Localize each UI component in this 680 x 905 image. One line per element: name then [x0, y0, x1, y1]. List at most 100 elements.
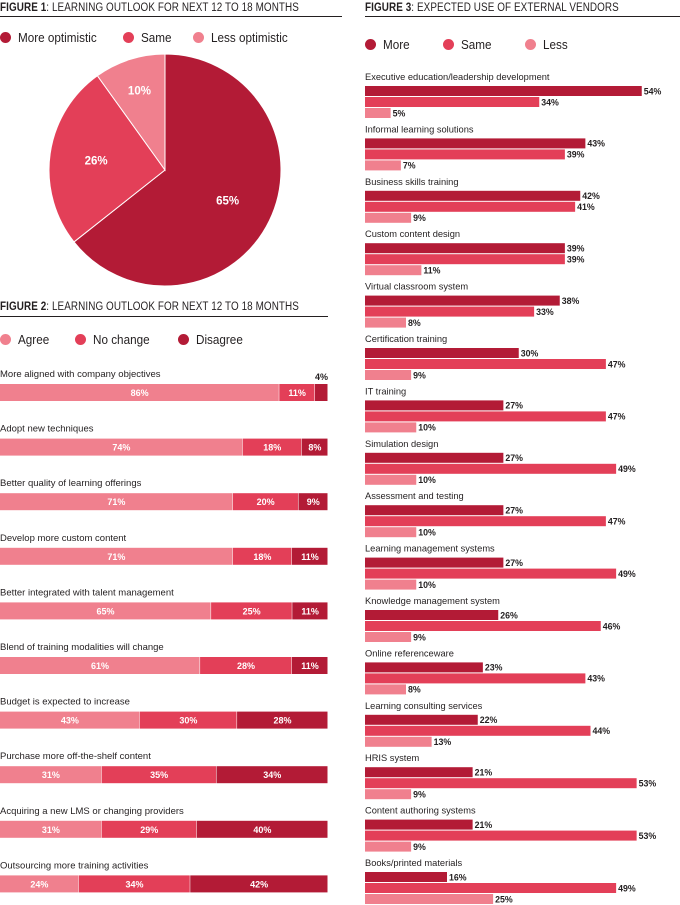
- legend-label: No change: [92, 332, 150, 347]
- grouped-bar-value-label: 21%: [475, 768, 493, 778]
- legend-swatch-mid: [123, 32, 135, 43]
- grouped-bar-chart: Executive education/leadership developme…: [365, 72, 662, 904]
- stacked-bar-segment-disagree: [216, 766, 328, 784]
- legend-swatch-dark: [365, 39, 376, 50]
- stacked-bar-segment-disagree: [301, 438, 328, 456]
- grouped-bar-same: [365, 883, 617, 893]
- grouped-bar-value-label: 9%: [413, 632, 426, 642]
- category-label: Knowledge management system: [365, 596, 500, 606]
- stacked-bar-segment-no-change: [101, 820, 197, 838]
- stacked-bar-segment-agree: [0, 820, 102, 838]
- grouped-bar-same: [365, 516, 606, 527]
- grouped-bar-value-label: 25%: [495, 894, 513, 904]
- grouped-bar-less: [365, 841, 412, 852]
- grouped-bar-value-label: 34%: [541, 97, 559, 107]
- legend-label: Less optimistic: [211, 30, 289, 45]
- grouped-bar-less: [365, 736, 432, 747]
- grouped-bar-value-label: 27%: [505, 558, 523, 568]
- grouped-bar-value-label: 38%: [562, 296, 580, 306]
- category-label: Books/printed materials: [365, 858, 462, 868]
- grouped-bar-value-label: 8%: [408, 685, 421, 695]
- stacked-bar-value-label: 65%: [97, 606, 115, 616]
- grouped-bar-value-label: 27%: [505, 506, 523, 516]
- grouped-bar-value-label: 43%: [587, 139, 605, 149]
- grouped-bar-less: [365, 789, 412, 800]
- grouped-bar-more: [365, 714, 478, 725]
- stacked-bar-value-label: 18%: [253, 552, 271, 562]
- stacked-bar-value-label: 74%: [112, 443, 130, 453]
- stacked-bar-segment-agree: [0, 384, 279, 401]
- stacked-bar-segment-agree: [0, 602, 211, 620]
- stacked-bar-segment-disagree: [291, 657, 328, 674]
- grouped-bar-value-label: 44%: [593, 726, 611, 736]
- grouped-bar-value-label: 22%: [480, 715, 498, 725]
- stacked-bar-value-label: 35%: [150, 770, 168, 780]
- grouped-bar-less: [365, 894, 494, 904]
- grouped-bar-more: [365, 872, 447, 882]
- grouped-bar-value-label: 10%: [418, 475, 436, 485]
- legend-swatch-light: [0, 334, 11, 345]
- stacked-bar-value-label: 11%: [301, 552, 319, 562]
- grouped-bar-less: [365, 422, 417, 433]
- stacked-bar-value-label: 8%: [308, 443, 321, 453]
- stacked-bar-value-label: 43%: [61, 716, 79, 726]
- grouped-bar-value-label: 5%: [393, 108, 406, 118]
- stacked-bar-segment-no-change: [242, 438, 302, 456]
- figure-3-title: FIGURE 3: EXPECTED USE OF EXTERNAL VENDO…: [365, 2, 619, 14]
- pie-slice-less-optimistic: [96, 53, 166, 172]
- grouped-bar-value-label: 53%: [639, 831, 657, 841]
- stacked-bar-value-label: 42%: [250, 879, 268, 889]
- category-label: Executive education/leadership developme…: [365, 72, 550, 82]
- figure-1-legend: More optimistic Same Less optimistic: [0, 30, 315, 45]
- grouped-bar-less: [365, 632, 412, 642]
- category-label: Business skills training: [365, 177, 459, 187]
- grouped-bar-less: [365, 684, 406, 695]
- grouped-bar-value-label: 16%: [449, 872, 467, 882]
- grouped-bar-value-label: 26%: [500, 610, 518, 620]
- stacked-bar-segment-agree: [0, 547, 233, 565]
- grouped-bar-more: [365, 348, 519, 358]
- stacked-bar-segment-disagree: [315, 384, 328, 401]
- category-label: Adopt new techniques: [0, 424, 94, 435]
- legend-label: Same: [141, 30, 172, 45]
- stacked-bar-value-label: 40%: [253, 825, 271, 835]
- legend-swatch-mid: [74, 334, 86, 345]
- category-label: Better quality of learning offerings: [0, 478, 142, 489]
- stacked-bar-value-label: 20%: [257, 497, 275, 507]
- grouped-bar-more: [365, 505, 504, 516]
- legend-label: Disagree: [195, 332, 243, 347]
- stacked-bar-segment-agree: [0, 657, 200, 674]
- stacked-bar-value-label: 25%: [243, 606, 261, 616]
- stacked-bar-segment-agree: [0, 766, 102, 784]
- grouped-bar-value-label: 39%: [567, 244, 585, 254]
- grouped-bar-less: [365, 579, 417, 590]
- grouped-bar-same: [365, 621, 601, 631]
- stacked-bar-segment-disagree: [196, 820, 328, 838]
- grouped-bar-value-label: 53%: [639, 779, 657, 789]
- grouped-bar-same: [365, 778, 637, 789]
- grouped-bar-value-label: 9%: [413, 213, 426, 223]
- category-label: Blend of training modalities will change: [0, 642, 164, 653]
- legend-swatch-light: [524, 39, 536, 50]
- grouped-bar-more: [365, 295, 560, 306]
- grouped-bar-value-label: 39%: [567, 255, 585, 265]
- stacked-bar-value-label: 11%: [301, 606, 319, 616]
- figure-2-panel: FIGURE 2: LEARNING OUTLOOK FOR NEXT 12 T…: [0, 298, 328, 905]
- legend-item-less: Less: [524, 37, 570, 52]
- grouped-bar-more: [365, 400, 504, 411]
- category-label: More aligned with company objectives: [0, 369, 161, 380]
- figure-2-rule: [0, 316, 328, 317]
- stacked-bar-segment-disagree: [291, 547, 328, 565]
- grouped-bar-less: [365, 370, 412, 380]
- category-label: HRIS system: [365, 753, 419, 763]
- stacked-bar-value-label: 18%: [263, 443, 281, 453]
- grouped-bar-value-label: 30%: [521, 348, 539, 358]
- stacked-bar-value-label: 28%: [237, 661, 255, 671]
- legend-item-no-change: No change: [74, 332, 156, 347]
- figure-1-title-text: : LEARNING OUTLOOK FOR NEXT 12 TO 18 MON…: [46, 2, 299, 14]
- grouped-bar-value-label: 54%: [644, 86, 662, 96]
- grouped-bar-same: [365, 254, 565, 265]
- stacked-bar-value-label: 24%: [30, 879, 48, 889]
- grouped-bar-value-label: 27%: [505, 453, 523, 463]
- category-label: IT training: [365, 386, 406, 396]
